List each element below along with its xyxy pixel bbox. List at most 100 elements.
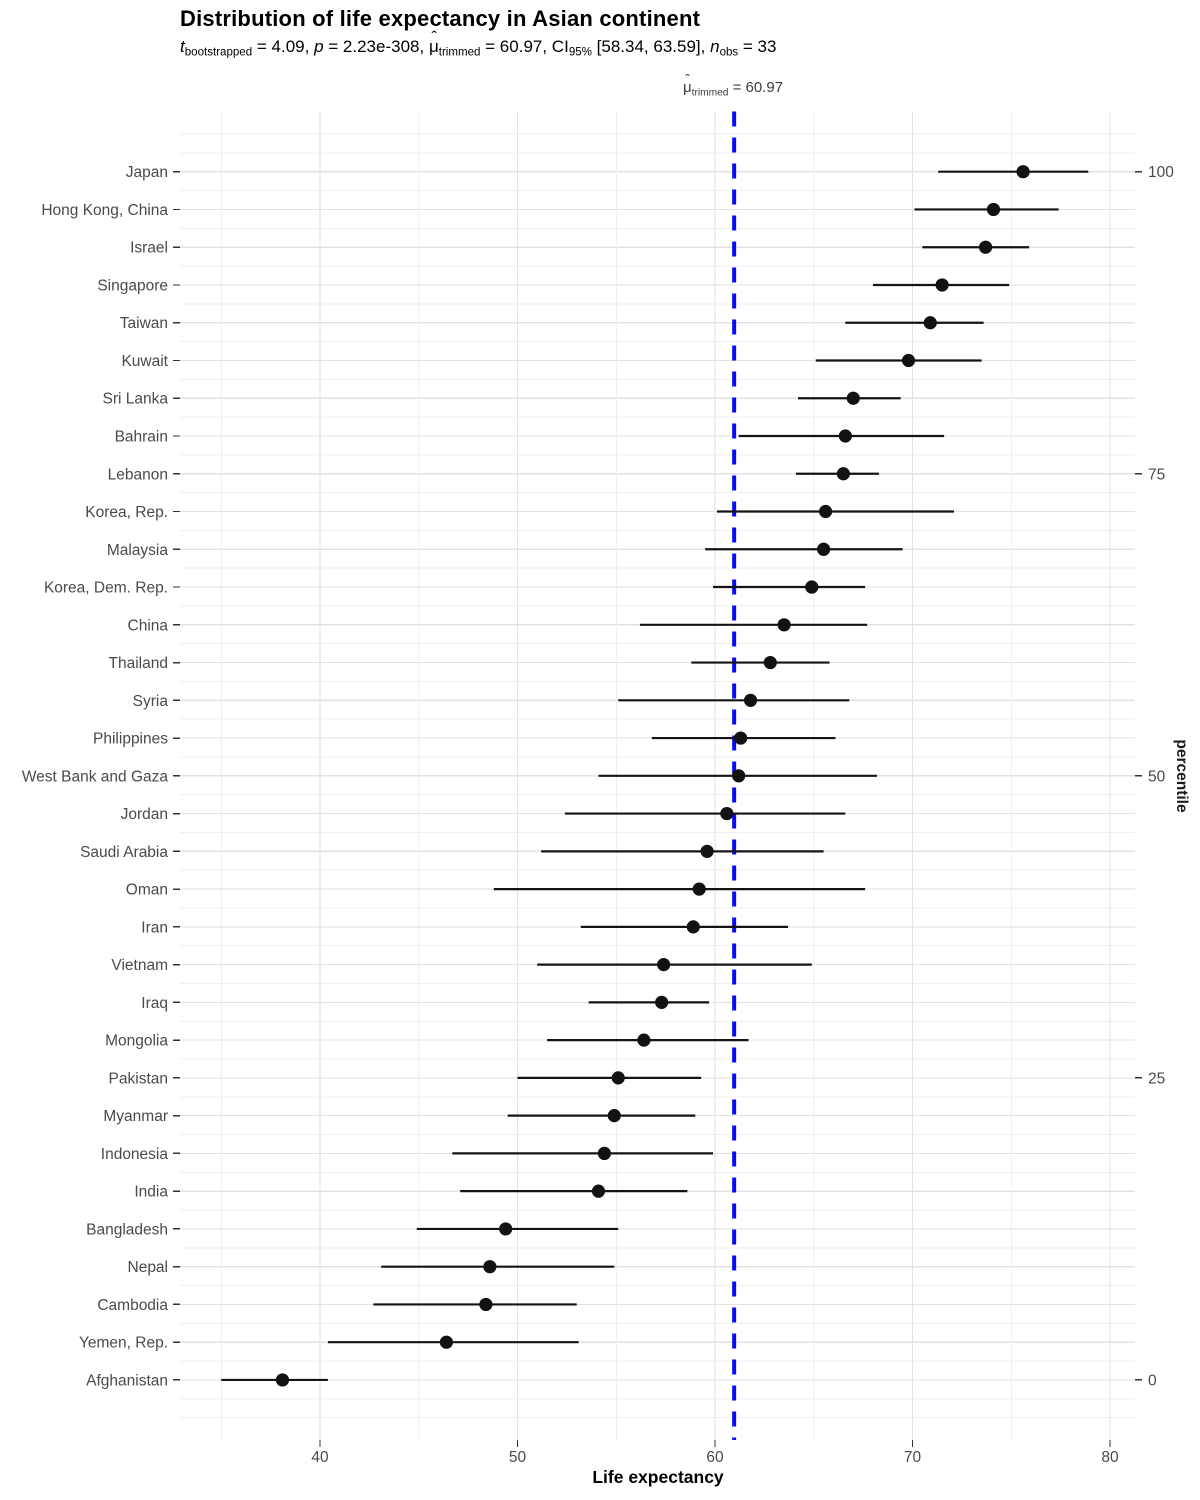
country-label-9: Korea, Rep. [85,504,168,521]
country-label-0: Japan [126,164,168,181]
mean-point-14 [743,693,758,707]
mean-point-3 [935,278,949,292]
percentile-tick-label: 25 [1148,1070,1165,1087]
mean-point-5 [901,353,916,368]
mean-point-6 [846,391,860,405]
country-label-7: Bahrain [115,429,168,446]
right-axis-title: percentile [1173,739,1190,813]
country-label-11: Korea, Dem. Rep. [44,580,168,597]
chart-title: Distribution of life expectancy in Asian… [180,6,701,31]
subtitle-seg-0: t [180,37,185,56]
mean-point-26 [597,1146,612,1161]
country-label-15: Philippines [93,731,168,748]
country-label-22: Iraq [141,995,168,1012]
mean-point-19 [692,882,706,896]
mean-point-15 [734,731,748,745]
x-tick-label: 80 [1101,1449,1119,1466]
country-label-4: Taiwan [120,315,168,332]
subtitle-seg-6: trimmed [438,46,481,59]
x-tick-label: 40 [311,1449,329,1466]
refline-annotation: ˆ μtrimmed = 60.97 [682,71,784,99]
country-label-19: Oman [126,882,168,899]
country-label-27: India [134,1184,168,1201]
mean-point-20 [686,920,700,934]
mean-point-2 [978,240,993,254]
mean-point-30 [479,1297,493,1312]
x-axis-title: Life expectancy [592,1467,724,1487]
subtitle-seg-11: obs [719,46,739,59]
percentile-tick-label: 100 [1148,164,1174,181]
percentile-tick-label: 0 [1148,1372,1157,1389]
mean-point-29 [483,1260,497,1274]
x-tick-label: 50 [509,1449,527,1466]
mean-point-25 [607,1109,621,1123]
country-label-14: Syria [133,693,169,710]
mean-point-31 [439,1335,453,1349]
mean-point-17 [720,806,734,821]
country-label-3: Singapore [97,277,168,294]
country-label-5: Kuwait [121,353,168,370]
mean-point-0 [1016,165,1030,179]
mean-point-9 [819,504,833,519]
country-label-21: Vietnam [111,957,168,974]
annotation-seg-1: trimmed [691,87,729,99]
country-label-20: Iran [141,919,168,936]
mean-point-4 [923,316,937,330]
chart-subtitle: tbootstrapped = 4.09, p = 2.23e-308, ˆ μt… [180,28,777,59]
mean-point-1 [986,202,1001,217]
mean-point-8 [836,467,850,481]
hat-accent: ˆ [685,71,690,88]
mean-point-12 [777,618,791,632]
percentile-tick-label: 75 [1148,466,1165,483]
mean-point-32 [275,1373,290,1387]
subtitle-seg-8: 95% [568,46,592,59]
country-label-30: Cambodia [97,1297,168,1314]
subtitle-seg-4: = 2.23e-308, [323,37,429,56]
country-label-24: Pakistan [109,1070,168,1087]
country-label-29: Nepal [128,1259,169,1276]
mean-point-24 [611,1071,625,1085]
country-label-1: Hong Kong, China [41,202,168,219]
country-label-31: Yemen, Rep. [79,1335,168,1352]
subtitle-seg-7: = 60.97, CI [480,37,569,56]
country-label-32: Afghanistan [86,1372,168,1389]
subtitle-seg-3: p [314,37,324,56]
mean-point-21 [657,958,671,972]
subtitle-seg-9: [58.34, 63.59], [591,37,711,56]
country-label-6: Sri Lanka [103,391,169,408]
mean-point-7 [838,429,852,443]
mean-point-10 [817,542,831,556]
annotation-seg-2: = 60.97 [728,79,784,96]
hat-accent: ˆ [431,28,437,47]
x-tick-label: 70 [904,1449,922,1466]
mean-point-16 [732,769,746,783]
mean-point-28 [499,1222,513,1236]
mean-point-23 [637,1033,651,1047]
country-label-28: Bangladesh [86,1221,168,1238]
percentile-tick-label: 50 [1148,768,1166,785]
country-label-12: China [128,617,169,634]
mean-point-13 [763,655,777,670]
country-label-16: West Bank and Gaza [22,768,169,785]
country-label-18: Saudi Arabia [80,844,168,861]
subtitle-seg-12: = 33 [738,37,777,56]
x-tick-label: 60 [706,1449,724,1466]
mean-point-27 [591,1184,606,1198]
country-label-2: Israel [130,240,168,257]
subtitle-seg-1: bootstrapped [184,46,253,59]
country-label-17: Jordan [121,806,168,823]
country-label-10: Malaysia [107,542,169,559]
mean-point-11 [805,580,819,594]
country-label-25: Myanmar [103,1108,168,1125]
country-label-23: Mongolia [105,1033,168,1050]
subtitle-seg-2: = 4.09, [252,37,315,56]
subtitle-seg-10: n [710,37,720,56]
country-label-8: Lebanon [108,466,168,483]
mean-point-18 [700,844,714,858]
country-label-13: Thailand [109,655,168,672]
mean-point-22 [655,995,669,1009]
